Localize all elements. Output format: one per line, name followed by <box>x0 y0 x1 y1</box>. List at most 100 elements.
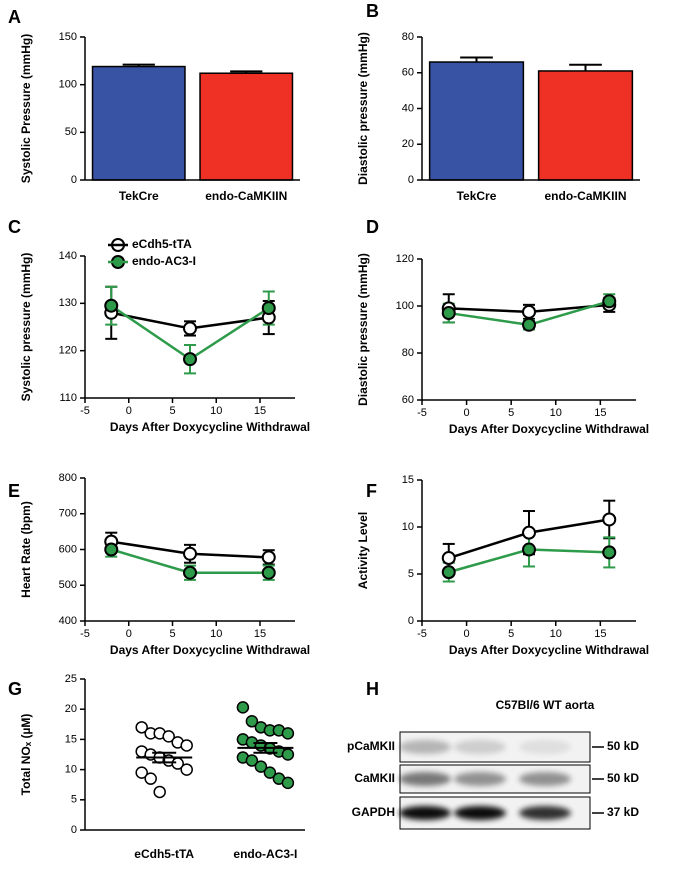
y-tick-label: 100 <box>396 300 414 312</box>
point <box>522 525 536 540</box>
x-tick-label: TekCre <box>457 189 497 203</box>
x-tick-label: 5 <box>508 628 514 640</box>
x-tick-label: 5 <box>508 407 514 419</box>
y-tick-label: 20 <box>65 703 77 715</box>
y-axis-label: Heart Rate (bpm) <box>19 501 33 598</box>
panel-letter: D <box>366 217 379 237</box>
point <box>281 727 295 740</box>
y-tick-label: 120 <box>396 253 414 265</box>
band <box>399 740 451 754</box>
x-tick-label: endo-CaMKIIN <box>205 189 287 203</box>
y-axis-label: Diastolic pressure (mmHg) <box>356 253 370 406</box>
point <box>183 546 197 561</box>
point <box>183 352 197 367</box>
panel-letter: B <box>366 1 379 21</box>
point <box>441 551 456 566</box>
point <box>236 701 250 714</box>
point <box>254 760 268 773</box>
point <box>183 321 197 336</box>
blot-title: C57Bl/6 WT aorta <box>496 698 595 712</box>
point <box>153 785 166 799</box>
panel-letter: H <box>366 679 379 699</box>
x-tick-label: 0 <box>464 407 470 419</box>
band <box>454 740 506 754</box>
point <box>245 715 259 728</box>
panel-letter: E <box>8 481 20 501</box>
y-axis-label: Total NOₓ (µM) <box>19 714 33 796</box>
y-tick-label: 80 <box>402 347 414 359</box>
point <box>245 754 259 767</box>
point <box>441 565 456 580</box>
y-tick-label: 100 <box>59 79 77 91</box>
x-tick-label: eCdh5-tTA <box>134 847 194 861</box>
legend-label: eCdh5-tTA <box>132 237 192 251</box>
x-tick-label: 10 <box>210 628 222 640</box>
y-tick-label: 5 <box>408 568 414 580</box>
band <box>519 740 571 754</box>
x-tick-label: TekCre <box>119 189 159 203</box>
row-label: GAPDH <box>352 805 395 819</box>
marker-label: 50 kD <box>607 771 639 785</box>
point <box>261 550 276 565</box>
band <box>454 806 506 820</box>
x-tick-label: -5 <box>80 628 90 640</box>
y-tick-label: 80 <box>402 31 414 43</box>
x-tick-label: 10 <box>550 628 562 640</box>
x-tick-label: endo-AC3-I <box>233 847 297 861</box>
y-tick-label: 0 <box>408 615 414 627</box>
x-tick-label: 15 <box>254 405 266 417</box>
y-tick-label: 400 <box>59 615 77 627</box>
point <box>261 301 276 316</box>
row-label: pCaMKII <box>347 739 395 753</box>
point <box>162 730 175 743</box>
x-tick-label: 15 <box>594 407 606 419</box>
point <box>602 512 617 527</box>
point <box>441 306 456 321</box>
point <box>602 294 617 309</box>
y-tick-label: 10 <box>65 764 77 776</box>
point <box>135 766 148 779</box>
point <box>180 763 193 776</box>
bar <box>199 72 294 181</box>
y-tick-label: 110 <box>59 392 77 404</box>
y-tick-label: 0 <box>71 824 77 836</box>
x-tick-label: 0 <box>464 628 470 640</box>
y-axis-label: Diastolic pressure (mmHg) <box>356 32 370 185</box>
y-tick-label: 15 <box>402 474 414 486</box>
x-axis-label: Days After Doxycycline Withdrawal <box>110 643 310 657</box>
x-tick-label: -5 <box>80 405 90 417</box>
x-tick-label: 5 <box>169 628 175 640</box>
y-tick-label: 10 <box>402 521 414 533</box>
y-tick-label: 800 <box>59 472 77 484</box>
band <box>399 806 451 820</box>
point <box>522 542 536 557</box>
row-label: CaMKII <box>354 771 395 785</box>
point <box>144 772 157 785</box>
point <box>104 542 119 557</box>
bar <box>428 61 525 181</box>
y-tick-label: 20 <box>402 138 414 150</box>
x-tick-label: 10 <box>210 405 222 417</box>
x-tick-label: -5 <box>417 628 427 640</box>
y-tick-label: 40 <box>402 102 414 114</box>
y-axis-label: Activity Level <box>356 512 370 589</box>
point <box>522 317 536 332</box>
x-tick-label: 15 <box>254 628 266 640</box>
band <box>399 772 451 786</box>
x-tick-label: endo-CaMKIIN <box>545 189 627 203</box>
band <box>519 806 571 820</box>
y-axis-label: Systolic pressure (mmHg) <box>19 253 33 402</box>
bar <box>537 70 634 181</box>
point <box>522 304 536 319</box>
y-axis-label: Systolic Pressure (mmHg) <box>19 34 33 183</box>
y-tick-label: 700 <box>59 508 77 520</box>
y-tick-label: 60 <box>402 394 414 406</box>
point <box>104 298 119 313</box>
y-tick-label: 0 <box>71 174 77 186</box>
x-tick-label: 10 <box>550 407 562 419</box>
point <box>281 776 295 790</box>
y-tick-label: 5 <box>71 794 77 806</box>
point <box>261 565 276 580</box>
y-tick-label: 140 <box>59 250 77 262</box>
y-tick-label: 60 <box>402 67 414 79</box>
